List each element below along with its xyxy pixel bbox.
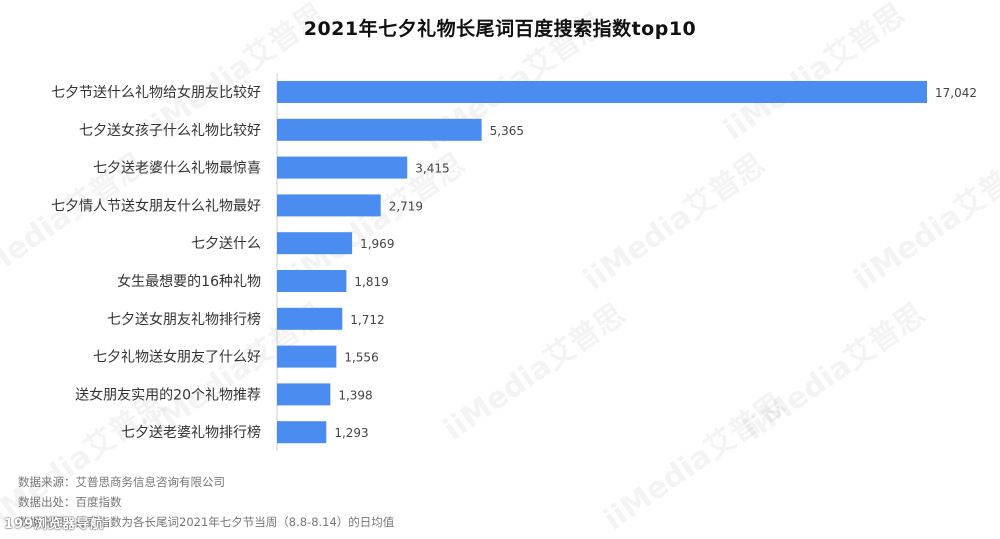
watermark-9: iiMedia艾普思 bbox=[437, 297, 631, 448]
value-label-8: 1,556 bbox=[344, 351, 378, 365]
bar-3 bbox=[277, 156, 408, 179]
watermark-6: iiMedia艾普思 bbox=[577, 147, 771, 298]
value-label-1: 17,042 bbox=[935, 86, 977, 100]
corner-watermark: 199浏览器导航 bbox=[4, 517, 105, 532]
category-label-9: 送女朋友实用的20个礼物推荐 bbox=[75, 386, 261, 403]
value-label-6: 1,819 bbox=[354, 275, 388, 289]
bar-1 bbox=[277, 81, 927, 103]
chart-notes: 数据来源：艾普思商务信息咨询有限公司 数据出处：百度指数 数据说明：搜索指数为各… bbox=[18, 472, 394, 532]
watermark-3: iiMedia艾普思 bbox=[717, 0, 911, 148]
bar-6 bbox=[277, 270, 347, 292]
category-label-10: 七夕送老婆礼物排行榜 bbox=[121, 424, 261, 441]
category-label-4: 七夕情人节送女朋友什么礼物最好 bbox=[51, 197, 261, 214]
bar-8 bbox=[277, 345, 337, 368]
bar-9 bbox=[277, 383, 331, 406]
category-label-3: 七夕送老婆什么礼物最惊喜 bbox=[93, 161, 261, 177]
value-label-7: 1,712 bbox=[350, 313, 384, 327]
note-explain: 数据说明：搜索指数为各长尾词2021年七夕节当周（8.8-8.14）的日均值 bbox=[18, 515, 395, 529]
category-label-5: 七夕送什么 bbox=[191, 236, 261, 252]
bar-7 bbox=[277, 307, 343, 330]
bar-2 bbox=[277, 118, 482, 141]
note-origin: 数据出处：百度指数 bbox=[18, 495, 122, 509]
value-label-5: 1,969 bbox=[360, 237, 394, 251]
category-label-6: 女生最想要的16种礼物 bbox=[117, 273, 261, 290]
value-label-4: 2,719 bbox=[389, 199, 423, 213]
value-label-2: 5,365 bbox=[490, 124, 524, 138]
note-source: 数据来源：艾普思商务信息咨询有限公司 bbox=[18, 475, 225, 489]
value-label-3: 3,415 bbox=[415, 162, 449, 176]
category-label-2: 七夕送女孩子什么礼物比较好 bbox=[79, 122, 261, 139]
watermark-12: iiMedia艾普思 bbox=[597, 387, 791, 538]
chart-title: 2021年七夕礼物长尾词百度搜索指数top10 bbox=[303, 18, 697, 40]
bar-10 bbox=[277, 421, 327, 444]
watermark-7: iiMedia艾普思 bbox=[847, 147, 1000, 298]
bar-group: 七夕节送什么礼物给女朋友比较好 17,042 七夕送女孩子什么礼物比较好 5,365 七… bbox=[51, 81, 977, 444]
value-label-10: 1,293 bbox=[334, 426, 368, 440]
bar-5 bbox=[277, 232, 353, 255]
category-label-1: 七夕节送什么礼物给女朋友比较好 bbox=[51, 84, 261, 101]
value-label-9: 1,398 bbox=[338, 388, 372, 402]
category-label-7: 七夕送女朋友礼物排行榜 bbox=[107, 311, 261, 328]
bar-4 bbox=[277, 194, 381, 217]
category-label-8: 七夕礼物送女朋友了什么好 bbox=[93, 349, 261, 366]
